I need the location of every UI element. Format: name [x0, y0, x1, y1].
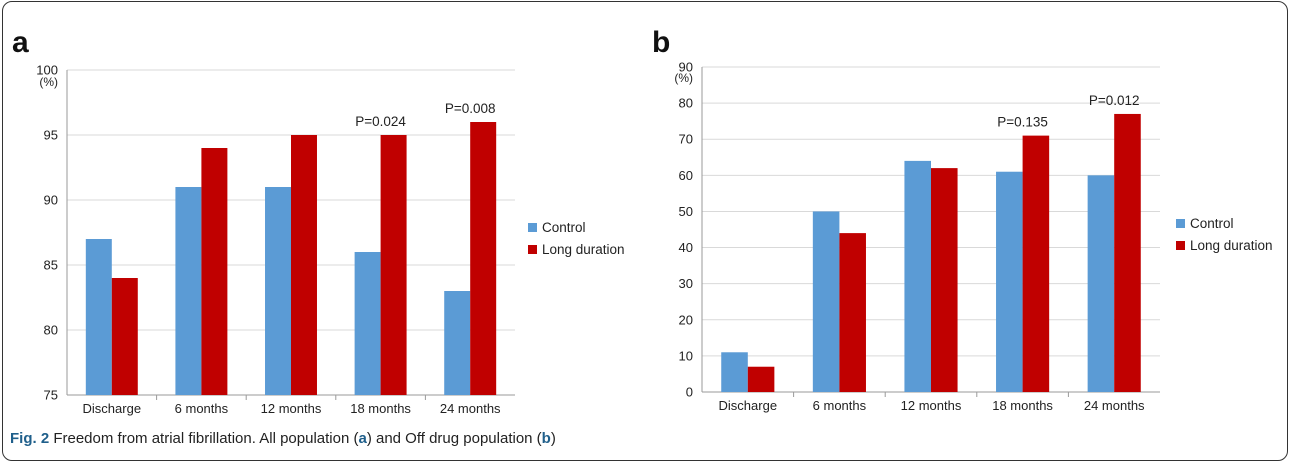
panel-a-bar-control: [175, 187, 202, 395]
panel-a-xtick-label: 24 months: [440, 401, 501, 416]
panel-a-xtick-label: 12 months: [261, 401, 322, 416]
panel-a-bar-control: [354, 252, 381, 395]
panel-b-bar-control: [996, 171, 1023, 392]
panel-b-legend-label-control: Control: [1190, 216, 1234, 231]
panel-a-bar-long-duration: [111, 278, 138, 395]
panel-a-ytick-label: 90: [44, 193, 58, 208]
panel-b-ytick-label: 10: [679, 348, 693, 363]
panel-a-legend-label-control: Control: [542, 220, 586, 235]
panel-b-bar-long-duration: [1022, 135, 1050, 392]
panel-b-ytick-label: 80: [679, 96, 693, 111]
panel-b-p-value-annotation: P=0.012: [1089, 93, 1140, 108]
panel-a-y-unit-label: (%): [39, 75, 58, 89]
panel-b-bar-control: [812, 211, 840, 392]
figure-caption: Fig. 2 Freedom from atrial fibrillation.…: [10, 430, 556, 447]
panel-b-xtick-label: 24 months: [1084, 398, 1145, 413]
panel-a-bar-long-duration: [201, 148, 228, 395]
panel-a-ytick-label: 75: [44, 388, 58, 403]
panel-b-bar-control: [904, 160, 931, 392]
panel-a-ytick-label: 85: [44, 258, 58, 273]
panel-a-xtick-label: 18 months: [350, 401, 411, 416]
panel-b-letter: b: [652, 26, 670, 59]
caption-text-2: ) and Off drug population (: [366, 430, 542, 447]
panel-a-letter: a: [12, 26, 29, 59]
panel-b-ytick-label: 60: [679, 168, 693, 183]
panel-a-legend-label-long-duration: Long duration: [542, 242, 625, 257]
caption-panel-a: a: [358, 430, 367, 447]
panel-b-legend-label-long-duration: Long duration: [1190, 238, 1273, 253]
panel-a-bar-long-duration: [291, 135, 317, 395]
caption-label: Fig. 2: [10, 430, 50, 447]
panel-b-ytick-label: 40: [679, 240, 693, 255]
panel-b-bar-long-duration: [1114, 113, 1141, 392]
panel-a-bar-control: [444, 291, 471, 395]
panel-b-ytick-label: 90: [679, 60, 693, 75]
panel-b-xtick-label: 6 months: [813, 398, 867, 413]
panel-b-ytick-label: 0: [686, 385, 693, 400]
panel-b-bar-control: [1087, 175, 1115, 392]
panel-b-legend-swatch-control: [1176, 219, 1185, 228]
panel-a-legend-swatch-control: [528, 223, 537, 232]
panel-b-xtick-label: Discharge: [719, 398, 778, 413]
panel-a-bar-long-duration: [380, 135, 407, 395]
panel-b-legend-swatch-long-duration: [1176, 241, 1185, 250]
panel-a-ytick-label: 80: [44, 323, 58, 338]
panel-a-bar-control: [265, 187, 291, 395]
panel-a-ytick-label: 95: [44, 128, 58, 143]
caption-panel-b: b: [541, 430, 551, 447]
panel-a-p-value-annotation: P=0.008: [445, 101, 496, 116]
panel-a-p-value-annotation: P=0.024: [355, 114, 406, 129]
panel-b-y-unit-label: (%): [674, 71, 693, 85]
panel-a-xtick-label: Discharge: [83, 401, 142, 416]
panel-a-xtick-label: 6 months: [175, 401, 229, 416]
panel-b-ytick-label: 30: [679, 276, 693, 291]
caption-text-1: Freedom from atrial fibrillation. All po…: [49, 430, 359, 447]
panel-a-bar-control: [85, 239, 112, 395]
panel-a-legend-swatch-long-duration: [528, 245, 537, 254]
panel-a-ytick-label: 100: [36, 63, 58, 78]
panel-b-bar-long-duration: [839, 233, 866, 392]
panel-a-bar-long-duration: [470, 122, 497, 395]
panel-b-p-value-annotation: P=0.135: [997, 115, 1048, 130]
panel-b-bar-long-duration: [931, 168, 958, 392]
panel-b-bar-control: [721, 352, 748, 392]
panel-b-bar-long-duration: [747, 366, 775, 392]
panel-b-ytick-label: 50: [679, 204, 693, 219]
panel-b-xtick-label: 12 months: [901, 398, 962, 413]
panel-b-ytick-label: 20: [679, 312, 693, 327]
caption-text-3: ): [550, 430, 556, 447]
panel-b-xtick-label: 18 months: [992, 398, 1053, 413]
panel-b-ytick-label: 70: [679, 132, 693, 147]
